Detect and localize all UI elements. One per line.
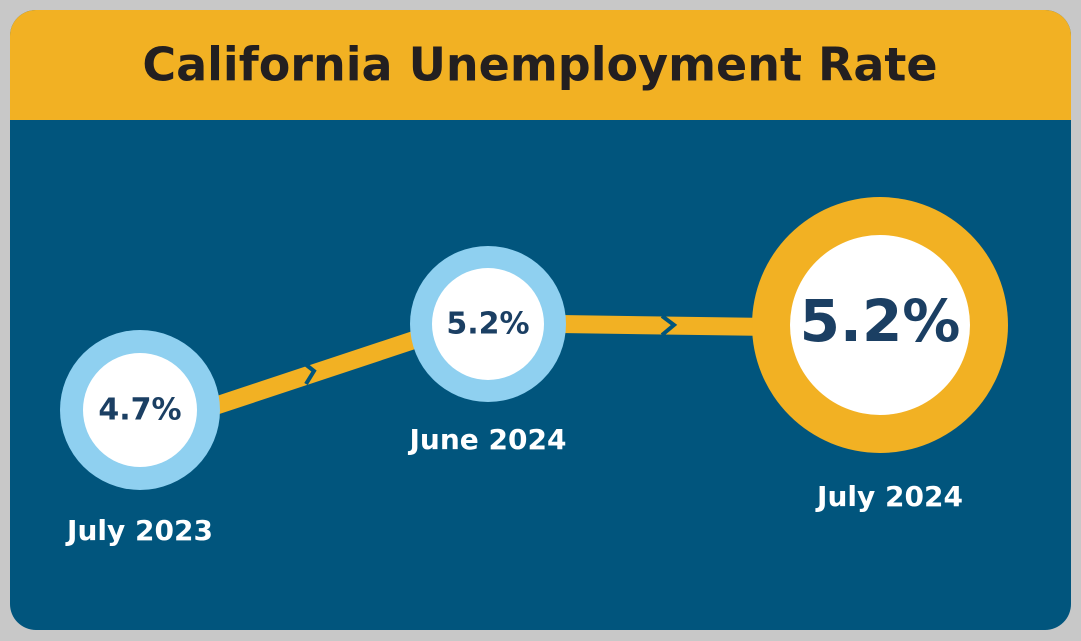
node-value: 5.2% xyxy=(446,307,529,342)
arrow xyxy=(660,314,678,337)
connector xyxy=(209,329,423,416)
node-label: July 2023 xyxy=(65,514,213,547)
header-band xyxy=(10,10,1071,120)
node-label: July 2024 xyxy=(815,480,963,513)
title: California Unemployment Rate xyxy=(142,38,937,92)
node-label: June 2024 xyxy=(408,423,567,456)
connector xyxy=(559,315,771,336)
node-center xyxy=(432,268,544,380)
node-center xyxy=(790,235,970,415)
node-value: 5.2% xyxy=(800,287,961,355)
node-center xyxy=(83,353,197,467)
node-value: 4.7% xyxy=(98,393,181,428)
arrow xyxy=(298,358,317,386)
